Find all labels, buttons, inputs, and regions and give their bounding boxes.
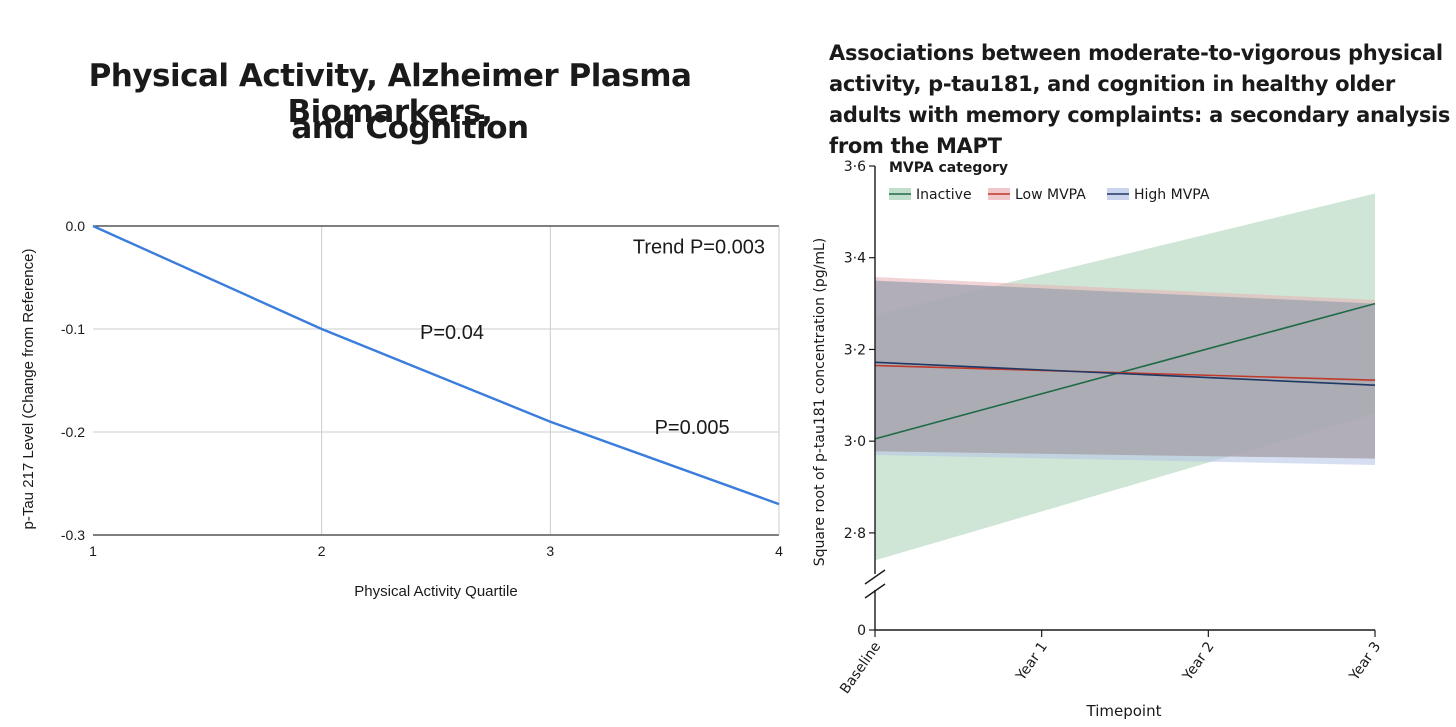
legend-label: High MVPA	[1134, 187, 1210, 203]
right-y-axis-label: Square root of p-tau181 concentration (p…	[812, 238, 828, 567]
right-axes	[864, 166, 1375, 631]
right-x-tick-label: Year 3	[1346, 639, 1384, 684]
right-y-zero-label: 0	[857, 623, 866, 639]
right-x-tick-label: Year 2	[1179, 639, 1217, 684]
left-frame	[93, 225, 780, 536]
line-low-mvpa	[874, 364, 1376, 381]
left-x-axis-label: Physical Activity Quartile	[354, 583, 517, 600]
line-high-mvpa	[874, 361, 1376, 387]
legend-title: MVPA category	[889, 160, 1008, 176]
left-x-tick-label: 4	[775, 543, 783, 559]
left-annotation: P=0.005	[655, 417, 730, 439]
right-x-ticks: Baseline Year 1 Year 2 Year 3	[837, 630, 1384, 697]
right-x-tick-label: Baseline	[837, 639, 884, 697]
left-annotation: Trend P=0.003	[633, 237, 765, 259]
left-y-tick-label: -0.3	[61, 527, 85, 543]
left-series	[92, 224, 780, 506]
left-chart-title-line1: Physical Activity, Alzheimer Plasma Biom…	[88, 58, 692, 130]
right-y-tick-label: 3·6	[844, 159, 866, 175]
legend-label: Inactive	[916, 187, 972, 203]
axis-break-mark	[864, 569, 886, 585]
left-chart: 0.0 -0.1 -0.2 -0.3 1 2 3 4 Trend P=0.003 P=0.04…	[20, 218, 783, 600]
right-chart: 2·8 3·0 3·2 3·4 3·6 0 Baseline Year 1 Year 2 Yea…	[812, 159, 1384, 720]
right-y-tick-label: 2·8	[844, 526, 866, 542]
right-x-tick-label: Year 1	[1013, 639, 1051, 684]
right-legend: MVPA category Inactive Low MVPA High MVPA	[889, 160, 1210, 203]
left-y-ticks: 0.0 -0.1 -0.2 -0.3	[61, 218, 85, 543]
left-y-axis-label: p-Tau 217 Level (Change from Reference)	[20, 249, 37, 530]
left-x-ticks: 1 2 3 4	[89, 543, 783, 559]
right-confidence-bands	[875, 193, 1375, 561]
left-annotations: Trend P=0.003 P=0.04 P=0.005	[420, 237, 765, 439]
right-y-ticks: 2·8 3·0 3·2 3·4 3·6 0	[844, 159, 875, 639]
left-series-line	[92, 224, 780, 506]
left-gridlines	[93, 226, 779, 535]
left-chart-title-line2: and Cognition	[291, 110, 529, 146]
band-overlap	[875, 280, 1375, 459]
left-x-tick-label: 1	[89, 543, 97, 559]
left-y-tick-label: 0.0	[66, 218, 86, 234]
left-annotation: P=0.04	[420, 322, 484, 344]
right-chart-title: Associations between moderate-to-vigorou…	[829, 41, 1451, 158]
axis-break-mark	[864, 583, 886, 599]
right-y-tick-label: 3·2	[844, 342, 866, 358]
right-y-tick-label: 3·4	[844, 251, 866, 267]
right-x-axis-label: Timepoint	[1086, 702, 1162, 720]
right-y-tick-label: 3·0	[844, 434, 866, 450]
line-inactive	[874, 302, 1376, 440]
right-series-lines	[874, 302, 1376, 440]
left-x-tick-label: 3	[546, 543, 554, 559]
left-y-tick-label: -0.1	[61, 321, 85, 337]
legend-label: Low MVPA	[1015, 187, 1086, 203]
left-x-tick-label: 2	[318, 543, 326, 559]
left-y-tick-label: -0.2	[61, 424, 85, 440]
